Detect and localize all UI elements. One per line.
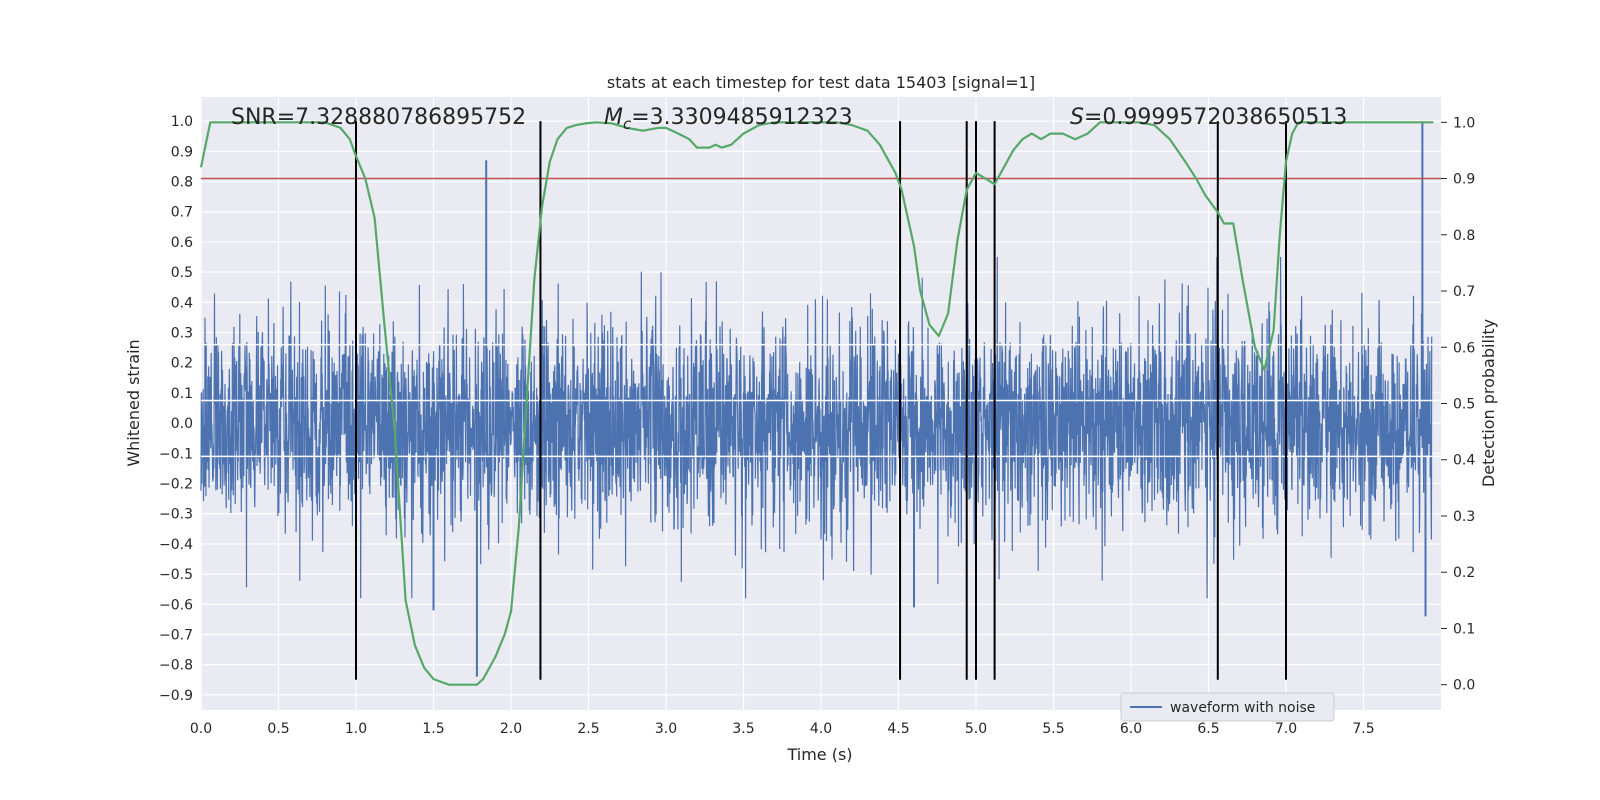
waveform-series bbox=[200, 121, 1433, 677]
right-y-axis-ticks: 1.0 0.9 0.8 0.7 0.6 0.5 0.4 0.3 0.2 0.1 0.0 bbox=[1441, 115, 1475, 694]
left-y-tick-label: −0.6 bbox=[159, 597, 193, 613]
right-y-tick-label: 0.3 bbox=[1453, 509, 1475, 525]
right-y-tick-label: 0.4 bbox=[1453, 453, 1475, 469]
left-y-tick-label: 0.6 bbox=[171, 235, 193, 251]
s-value: =0.9999572038650513 bbox=[1084, 105, 1347, 130]
left-y-tick-label: −0.2 bbox=[159, 477, 193, 493]
x-tick-label: 0.5 bbox=[267, 721, 289, 737]
right-y-tick-label: 0.6 bbox=[1453, 340, 1475, 356]
x-tick-label: 2.0 bbox=[500, 721, 522, 737]
right-y-tick-label: 0.8 bbox=[1453, 228, 1475, 244]
x-tick-label: 1.0 bbox=[345, 721, 367, 737]
right-y-tick-label: 0.1 bbox=[1453, 621, 1475, 637]
chirp-mass-symbol: M bbox=[604, 105, 623, 130]
left-y-tick-label: 1.0 bbox=[171, 114, 193, 130]
detection-probability-series bbox=[199, 121, 1434, 686]
x-tick-label: 7.0 bbox=[1275, 721, 1297, 737]
x-tick-label: 4.5 bbox=[887, 721, 909, 737]
chirp-mass-subscript: c bbox=[623, 115, 632, 133]
left-y-tick-label: 0.2 bbox=[171, 356, 193, 372]
x-tick-label: 2.5 bbox=[577, 721, 599, 737]
x-tick-label: 3.5 bbox=[732, 721, 754, 737]
x-tick-label: 7.5 bbox=[1352, 721, 1374, 737]
left-y-tick-label: 0.7 bbox=[171, 205, 193, 221]
right-y-tick-label: 0.5 bbox=[1453, 397, 1475, 413]
left-y-tick-label: 0.1 bbox=[171, 386, 193, 402]
right-y-axis-label: Detection probability bbox=[1479, 319, 1498, 487]
s-symbol: S bbox=[1070, 105, 1084, 130]
right-y-tick-label: 0.7 bbox=[1453, 284, 1475, 300]
right-y-tick-label: 0.2 bbox=[1453, 565, 1475, 581]
detection-probability-line bbox=[199, 121, 1434, 686]
x-tick-label: 5.0 bbox=[965, 721, 987, 737]
chart-title: stats at each timestep for test data 154… bbox=[607, 73, 1035, 92]
left-y-tick-label: 0.4 bbox=[171, 295, 193, 311]
left-y-tick-label: 0.5 bbox=[171, 265, 193, 281]
chirp-mass-annotation: Mc=3.3309485912323 bbox=[604, 105, 853, 133]
left-y-tick-label: −0.9 bbox=[159, 688, 193, 704]
white-reference-lines bbox=[201, 343, 1441, 458]
x-axis-label: Time (s) bbox=[786, 745, 852, 764]
grid bbox=[200, 97, 1441, 710]
x-tick-label: 6.0 bbox=[1120, 721, 1142, 737]
left-y-tick-label: −0.8 bbox=[159, 658, 193, 674]
right-y-tick-label: 0.0 bbox=[1453, 678, 1475, 694]
x-tick-label: 6.5 bbox=[1197, 721, 1219, 737]
left-y-tick-label: −0.3 bbox=[159, 507, 193, 523]
left-y-axis-label: Whitened strain bbox=[124, 339, 143, 466]
left-y-tick-label: 0.3 bbox=[171, 326, 193, 342]
s-annotation: S=0.9999572038650513 bbox=[1070, 105, 1347, 130]
left-y-tick-label: 0.8 bbox=[171, 175, 193, 191]
waveform-line bbox=[200, 256, 1433, 599]
left-y-tick-label: −0.4 bbox=[159, 537, 193, 553]
legend-box bbox=[1120, 692, 1335, 722]
left-y-tick-label: 0.9 bbox=[171, 144, 193, 160]
legend: waveform with noise bbox=[1120, 692, 1335, 722]
snr-annotation: SNR=7.328880786895752 bbox=[231, 105, 526, 130]
legend-label: waveform with noise bbox=[1170, 700, 1315, 716]
left-y-tick-label: −0.1 bbox=[159, 446, 193, 462]
x-tick-label: 3.0 bbox=[655, 721, 677, 737]
x-tick-label: 4.0 bbox=[810, 721, 832, 737]
chirp-mass-value: =3.3309485912323 bbox=[631, 105, 852, 130]
left-y-tick-label: −0.7 bbox=[159, 628, 193, 644]
left-y-tick-label: −0.5 bbox=[159, 567, 193, 583]
x-tick-label: 1.5 bbox=[422, 721, 444, 737]
left-y-tick-label: 0.0 bbox=[171, 416, 193, 432]
left-y-axis-ticks: 1.0 0.9 0.8 0.7 0.6 0.5 0.4 0.3 0.2 0.1 0.0 −0.1 −0.… bbox=[159, 114, 193, 704]
x-axis-ticks: 0.0 0.5 1.0 1.5 2.0 2.5 3.0 3.5 4.0 4.5 5.0 5.5 6.0 6… bbox=[190, 721, 1375, 737]
x-tick-label: 5.5 bbox=[1042, 721, 1064, 737]
right-y-tick-label: 1.0 bbox=[1453, 115, 1475, 131]
x-tick-label: 0.0 bbox=[190, 721, 212, 737]
right-y-tick-label: 0.9 bbox=[1453, 172, 1475, 188]
